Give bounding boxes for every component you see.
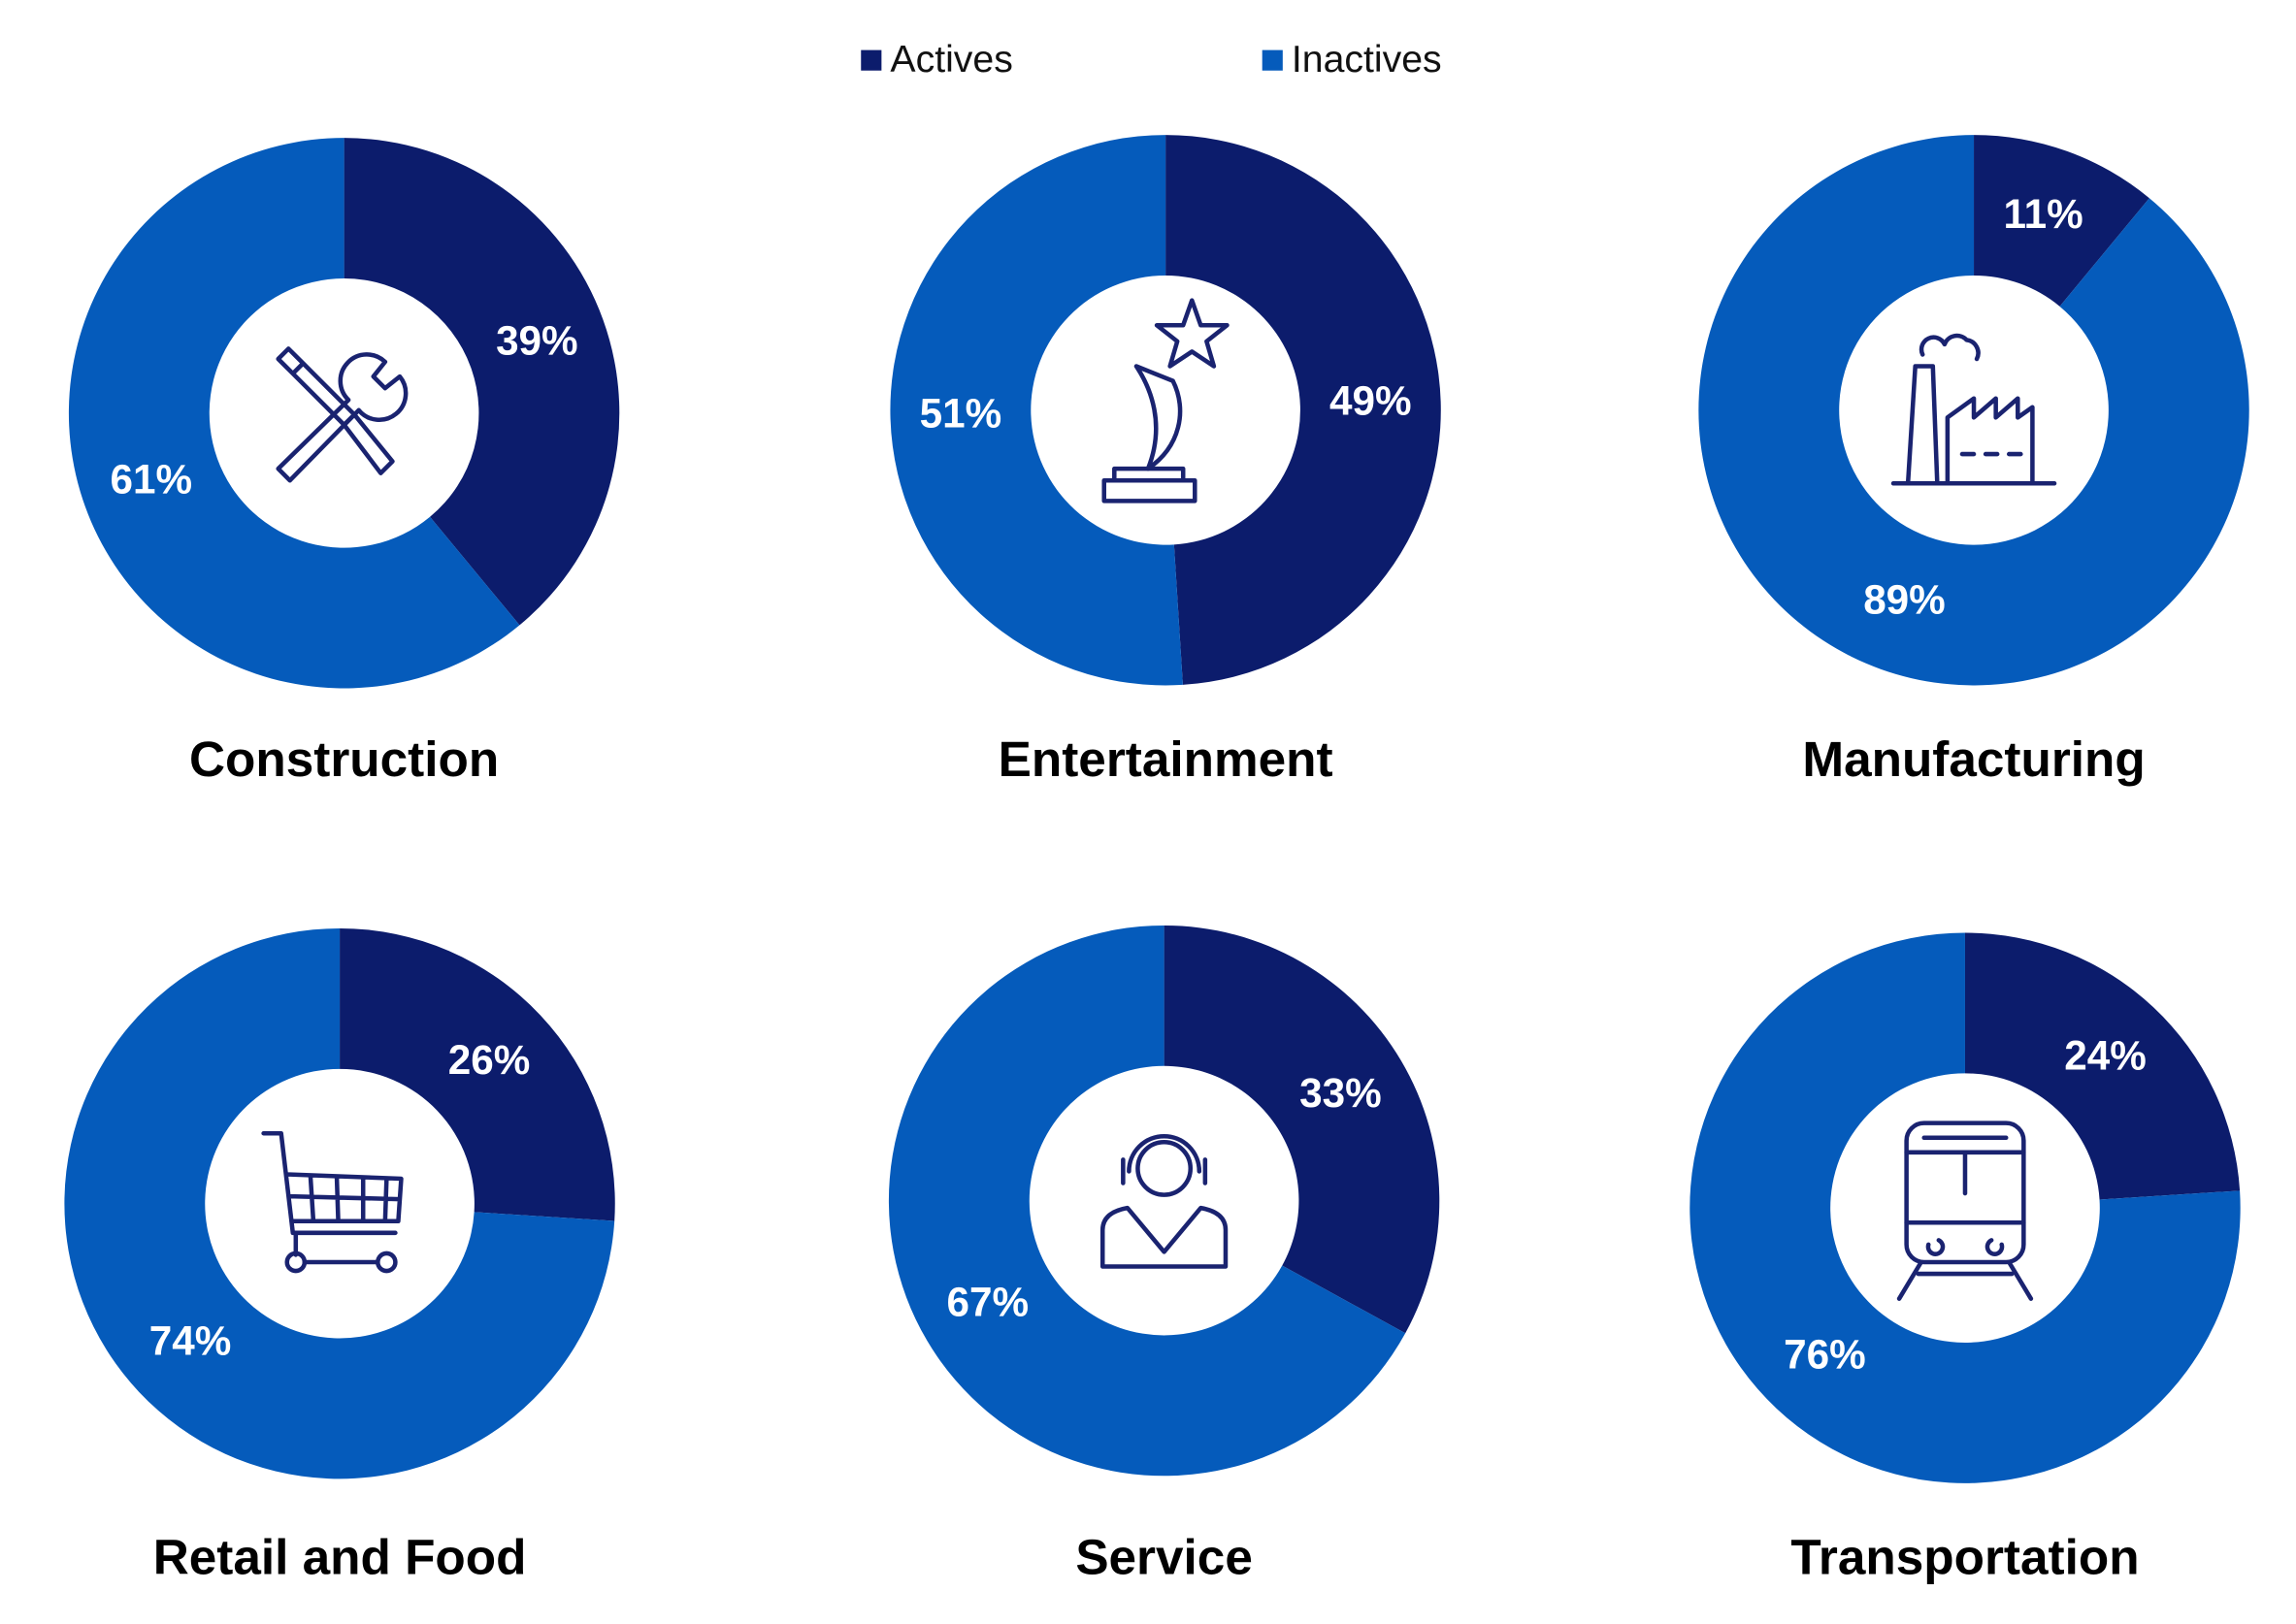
- donut-slice: [1164, 925, 1440, 1334]
- value-label: 11%: [2003, 191, 2083, 237]
- value-label: 26%: [448, 1037, 531, 1083]
- factory-icon: [1890, 333, 2057, 486]
- value-label: 49%: [1329, 377, 1412, 423]
- donut-charts: 39% 61% Construction 49% 51% Entertainment 11%…: [64, 135, 2249, 1584]
- chart-title: Construction: [189, 731, 499, 787]
- legend-label: Actives: [890, 38, 1012, 81]
- chart-title: Retail and Food: [153, 1529, 527, 1584]
- chart-title: Entertainment: [999, 731, 1333, 787]
- legend-label: Inactives: [1292, 38, 1442, 81]
- value-label: 33%: [1299, 1070, 1382, 1116]
- value-label: 76%: [1784, 1331, 1866, 1377]
- donut-slice: [64, 927, 615, 1479]
- donut: 33% 67% Service: [888, 925, 1440, 1584]
- legend-swatch: [861, 49, 882, 71]
- value-label: 24%: [2064, 1032, 2147, 1078]
- value-label: 89%: [1863, 577, 1946, 623]
- chart-title: Service: [1075, 1529, 1253, 1584]
- legend-swatch: [1262, 49, 1283, 71]
- donut: 49% 51% Entertainment: [890, 135, 1441, 787]
- value-label: 39%: [496, 317, 578, 363]
- donut-slice: [1165, 135, 1441, 685]
- donut-slice: [344, 138, 620, 626]
- icons: [261, 298, 2057, 1301]
- service-icon: [1099, 1134, 1229, 1269]
- tools-icon: [276, 346, 409, 483]
- train-icon: [1896, 1121, 2034, 1301]
- donut: 26% 74% Retail and Food: [64, 927, 615, 1584]
- donut-slice: [68, 138, 520, 689]
- cart-icon: [261, 1130, 404, 1274]
- donut-slice: [1698, 135, 2249, 686]
- chart-title: Manufacturing: [1802, 731, 2145, 787]
- donut: 11% 89% Manufacturing: [1698, 135, 2249, 787]
- legend: Actives Inactives: [861, 38, 1442, 81]
- chart-title: Transportation: [1790, 1529, 2139, 1584]
- donut-slice: [1974, 135, 2149, 307]
- donut-slice: [888, 925, 1406, 1477]
- value-label: 51%: [920, 391, 1002, 437]
- trophy-icon: [1101, 298, 1230, 503]
- value-label: 61%: [111, 457, 193, 503]
- donut-slice: [1689, 932, 2241, 1483]
- value-label: 74%: [149, 1317, 232, 1363]
- donut-slice: [890, 135, 1183, 686]
- value-label: 67%: [946, 1279, 1029, 1324]
- donut: 39% 61% Construction: [68, 138, 620, 787]
- donut-slice: [1964, 932, 2241, 1200]
- donut: 24% 76% Transportation: [1689, 932, 2241, 1584]
- donut-slice: [340, 927, 615, 1221]
